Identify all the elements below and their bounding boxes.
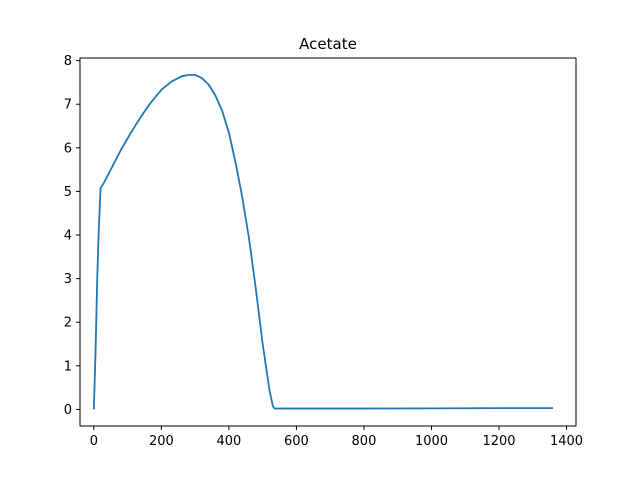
x-tick-label: 1000 (415, 434, 448, 449)
chart-title: Acetate (299, 35, 357, 53)
x-axis: 0 200 400 600 800 1000 1200 1400 (90, 426, 583, 449)
y-tick-label: 2 (64, 316, 72, 331)
axes-frame (79, 57, 577, 427)
y-axis: 0 1 2 3 4 5 6 7 8 (64, 54, 80, 418)
y-tick-label: 6 (64, 141, 72, 156)
y-tick-label: 4 (64, 229, 72, 244)
x-tick-label: 1400 (550, 434, 583, 449)
y-tick-label: 5 (64, 185, 72, 200)
x-tick-label: 0 (90, 434, 98, 449)
series-line (92, 74, 554, 410)
x-tick-label: 600 (284, 434, 309, 449)
y-tick-label: 1 (64, 359, 72, 374)
plot-area: 0 200 400 600 800 1000 1200 1400 0 1 2 3 4 5 6 7 8 (64, 54, 583, 449)
x-tick-label: 1200 (482, 434, 515, 449)
series-lines (92, 74, 554, 410)
y-tick-label: 8 (64, 54, 72, 69)
x-tick-label: 200 (149, 434, 174, 449)
x-tick-label: 800 (352, 434, 377, 449)
y-tick-label: 3 (64, 272, 72, 287)
y-tick-label: 0 (64, 403, 72, 418)
x-tick-label: 400 (216, 434, 241, 449)
y-tick-label: 7 (64, 98, 72, 113)
